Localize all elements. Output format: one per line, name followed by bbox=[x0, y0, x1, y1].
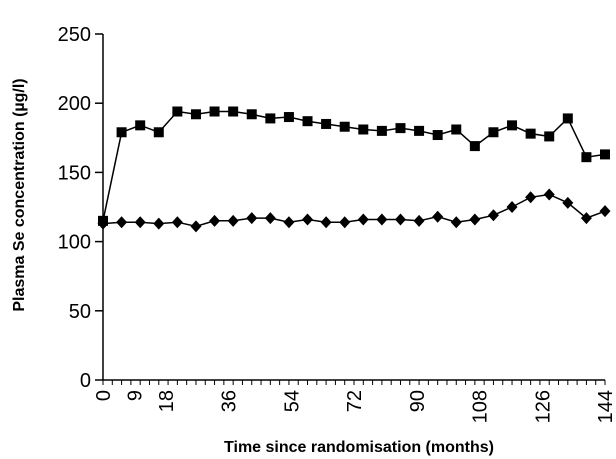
series-2-point bbox=[432, 210, 444, 223]
series-1-point bbox=[414, 125, 425, 136]
series-2-point bbox=[190, 220, 202, 233]
series-1-point bbox=[600, 149, 610, 160]
series-1-point bbox=[432, 130, 443, 141]
series-2-point bbox=[394, 213, 406, 226]
series-1-point bbox=[172, 106, 183, 117]
series-1-point bbox=[358, 124, 369, 135]
series-2-point bbox=[580, 212, 592, 225]
axes bbox=[102, 34, 605, 381]
series-2-point bbox=[543, 188, 555, 201]
series-1-point bbox=[451, 124, 462, 135]
x-tick-label: 36 bbox=[219, 390, 241, 412]
series-2-point bbox=[487, 209, 499, 222]
series-1-point bbox=[525, 128, 536, 139]
series-2-point bbox=[599, 205, 611, 218]
series-2-point bbox=[171, 216, 183, 229]
series-2-point bbox=[153, 217, 165, 230]
series-1-point bbox=[116, 127, 127, 138]
series-2-point bbox=[357, 213, 369, 226]
series-2-point bbox=[525, 191, 537, 204]
x-tick-label: 108 bbox=[470, 390, 492, 423]
x-ticks: 0 9 18 36 54 72 90 108 126 144 bbox=[93, 380, 616, 423]
series-1-point bbox=[339, 121, 350, 132]
series-1-point bbox=[395, 123, 406, 134]
series-2-line bbox=[102, 193, 606, 228]
x-tick-label: 144 bbox=[595, 390, 616, 423]
series-1-point bbox=[469, 141, 480, 152]
series-2-point bbox=[413, 214, 425, 227]
series-2-point bbox=[246, 212, 258, 225]
x-tick-label: 9 bbox=[124, 390, 146, 401]
series-1-point bbox=[228, 106, 239, 117]
series-1-point bbox=[246, 109, 257, 120]
series-2-point bbox=[339, 216, 351, 229]
series-1-line bbox=[102, 110, 606, 221]
series-2-point bbox=[134, 216, 146, 229]
x-tick-label: 0 bbox=[93, 390, 115, 401]
y-tick-label: 0 bbox=[80, 370, 91, 392]
series-2-point bbox=[450, 216, 462, 229]
x-axis-title: Time since randomisation (months) bbox=[224, 439, 494, 456]
y-ticks: 0 50 100 150 200 250 bbox=[58, 24, 103, 392]
y-axis-title: Plasma Se concentration (µg/l) bbox=[11, 78, 28, 311]
series-1-point bbox=[562, 113, 573, 124]
series-1-point bbox=[544, 131, 555, 142]
x-tick-label: 126 bbox=[532, 390, 554, 423]
series-2-point bbox=[264, 212, 276, 225]
series-1-point bbox=[302, 116, 313, 127]
series-2-point bbox=[227, 214, 239, 227]
x-tick-label: 54 bbox=[281, 390, 303, 412]
series-2-point bbox=[116, 216, 128, 229]
x-tick-label: 72 bbox=[344, 390, 366, 412]
series-1-point bbox=[135, 120, 146, 131]
y-tick-label: 250 bbox=[58, 24, 91, 46]
series-1-point bbox=[153, 127, 164, 138]
series-2-point bbox=[97, 217, 109, 230]
series-2-point bbox=[320, 216, 332, 229]
series-1-point bbox=[265, 113, 276, 124]
series-2-point bbox=[283, 216, 295, 229]
y-tick-label: 100 bbox=[58, 232, 91, 254]
y-tick-label: 150 bbox=[58, 162, 91, 184]
series-1-point bbox=[376, 125, 387, 136]
series-2-point bbox=[302, 213, 314, 226]
y-tick-label: 200 bbox=[58, 93, 91, 115]
series-1-point bbox=[283, 112, 294, 123]
series-layer bbox=[97, 106, 611, 233]
series-1-point bbox=[190, 109, 201, 120]
series-1-point bbox=[209, 106, 220, 117]
series-2-point bbox=[469, 213, 481, 226]
series-1-point bbox=[488, 127, 499, 138]
series-2-point bbox=[209, 214, 221, 227]
series-2-point bbox=[562, 196, 574, 209]
series-1-point bbox=[321, 118, 332, 129]
y-tick-label: 50 bbox=[69, 301, 91, 323]
series-1-point bbox=[581, 152, 592, 163]
series-2-point bbox=[506, 201, 518, 213]
series-1-point bbox=[507, 120, 518, 131]
series-2-point bbox=[376, 213, 388, 226]
x-tick-label: 90 bbox=[407, 390, 429, 412]
x-tick-label: 18 bbox=[156, 390, 178, 412]
